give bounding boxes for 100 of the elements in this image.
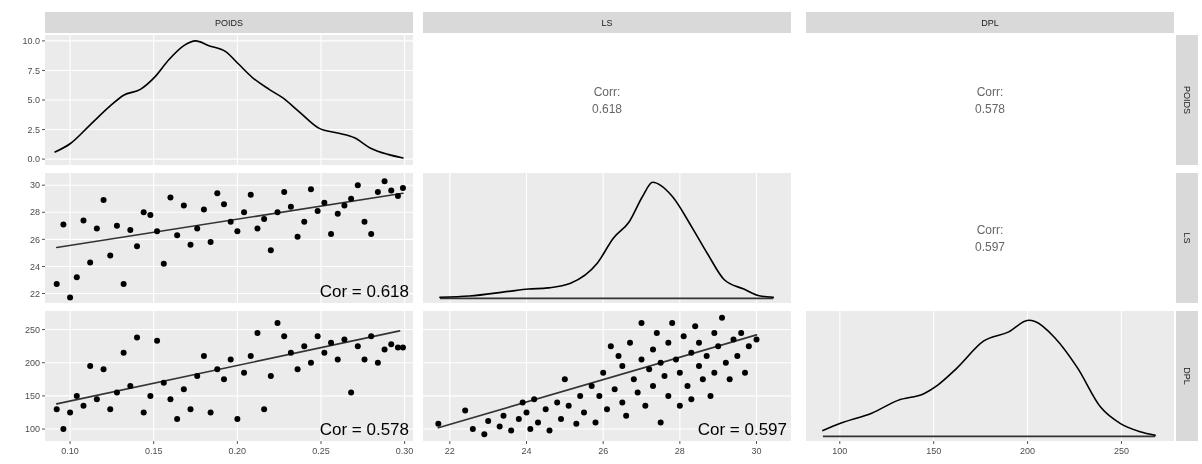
- point: [93, 225, 100, 232]
- point: [254, 225, 261, 232]
- text: LS: [601, 17, 613, 28]
- x-tick-label: 0.30: [395, 446, 414, 456]
- y-tick-label: 250: [24, 324, 40, 335]
- x-tick-label: 0.25: [312, 446, 330, 456]
- x-tick-label: 150: [926, 446, 942, 456]
- point: [207, 409, 214, 416]
- point: [247, 191, 254, 198]
- point: [140, 209, 147, 216]
- point: [100, 197, 107, 204]
- point: [388, 187, 395, 194]
- y-tick-label: 26: [29, 234, 40, 245]
- point: [160, 260, 167, 267]
- point: [368, 333, 375, 340]
- point: [194, 225, 201, 232]
- point: [328, 230, 335, 237]
- point: [80, 217, 87, 224]
- point: [53, 281, 60, 288]
- point: [281, 188, 288, 195]
- point: [73, 392, 80, 399]
- point: [87, 259, 94, 266]
- point: [314, 333, 321, 340]
- point: [127, 382, 134, 389]
- x-tick-label: 24: [521, 446, 532, 456]
- text: Corr:: [593, 84, 621, 99]
- x-tick-label: 0.10: [61, 446, 79, 456]
- point: [328, 339, 335, 346]
- point: [113, 389, 120, 396]
- point: [348, 389, 355, 396]
- point: [281, 333, 288, 340]
- point: [267, 373, 274, 379]
- point: [107, 252, 114, 259]
- text: 0.578: [974, 101, 1006, 116]
- point: [140, 409, 147, 416]
- point: [67, 409, 74, 416]
- point: [341, 202, 348, 209]
- y-tick-label: 30: [29, 180, 40, 191]
- y-tick-label: 5.0: [27, 95, 40, 106]
- point: [53, 406, 60, 413]
- point: [120, 349, 127, 356]
- point: [234, 416, 241, 423]
- annotation: Cor = 0.578: [319, 420, 409, 439]
- point: [321, 349, 328, 356]
- annotation: Cor = 0.597: [697, 420, 787, 439]
- point: [200, 206, 207, 213]
- point: [227, 356, 234, 363]
- point: [399, 344, 406, 351]
- point: [167, 194, 174, 201]
- text: LS: [1181, 232, 1192, 244]
- text: 0.618: [591, 101, 623, 116]
- x-tick-label: 0.20: [228, 446, 247, 456]
- point: [207, 239, 214, 246]
- point: [200, 353, 207, 360]
- point: [301, 218, 308, 225]
- point: [187, 406, 194, 413]
- point: [247, 353, 254, 360]
- point: [368, 230, 375, 237]
- point: [334, 356, 341, 363]
- point: [194, 373, 201, 379]
- point: [134, 334, 140, 341]
- x-tick-label: 250: [1113, 446, 1129, 456]
- chart-title: POIDS: [214, 17, 244, 28]
- point: [174, 232, 181, 239]
- point: [120, 281, 127, 288]
- point: [100, 366, 107, 373]
- x-tick-label: 26: [598, 446, 609, 456]
- point: [381, 346, 388, 353]
- y-tick-label: 28: [29, 207, 40, 218]
- point: [348, 195, 355, 202]
- point: [147, 392, 154, 399]
- point: [261, 216, 268, 223]
- point: [241, 369, 248, 376]
- point: [287, 203, 294, 210]
- point: [354, 343, 361, 350]
- point: [388, 341, 395, 348]
- y-tick-label: 150: [24, 391, 40, 402]
- point: [267, 247, 274, 254]
- point: [301, 343, 308, 350]
- text: POIDS: [1181, 85, 1192, 115]
- text: Corr:: [976, 84, 1004, 99]
- point: [174, 416, 181, 423]
- x-tick-label: 30: [751, 446, 762, 456]
- point: [294, 233, 301, 240]
- text: 0.597: [974, 239, 1006, 254]
- y-tick-label: 0.0: [27, 154, 40, 165]
- point: [67, 294, 74, 301]
- point: [381, 178, 388, 185]
- point: [147, 211, 154, 218]
- point: [187, 241, 194, 248]
- x-tick-label: 200: [1020, 446, 1036, 456]
- point: [274, 319, 281, 326]
- point: [241, 209, 248, 216]
- point: [261, 406, 268, 413]
- point: [220, 376, 227, 383]
- point: [307, 186, 314, 193]
- point: [107, 406, 114, 413]
- point: [234, 228, 241, 235]
- y-tick-label: 22: [29, 288, 40, 299]
- y-tick-label: 7.5: [27, 65, 40, 76]
